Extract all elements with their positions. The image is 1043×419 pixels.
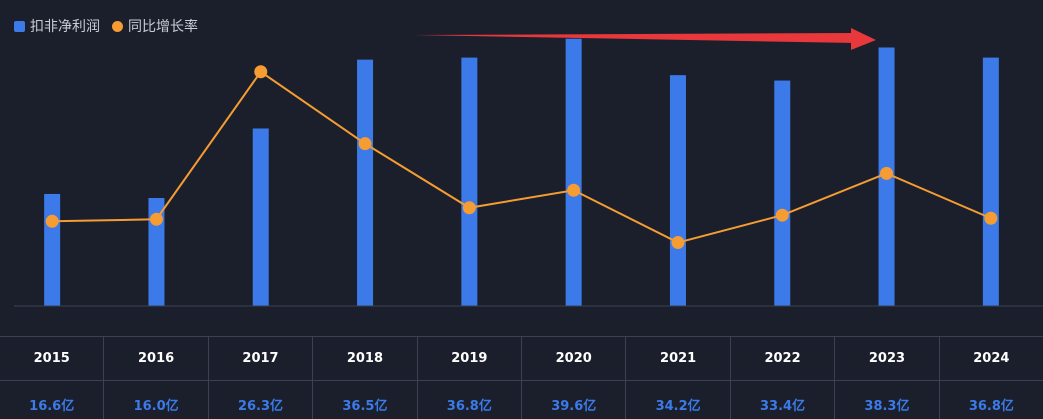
growth-rate-line <box>52 70 992 244</box>
value-cell: 33.4亿 <box>731 381 836 419</box>
legend-line-swatch <box>112 20 123 32</box>
legend-label-growth-rate: 同比增长率 <box>128 19 198 35</box>
growth-point-2021[interactable] <box>671 236 685 250</box>
legend-label-net-profit: 扣非净利润 <box>30 19 100 35</box>
year-cell: 2018 <box>313 337 418 380</box>
trend-arrow-head <box>851 28 876 50</box>
chart-legend: 扣非净利润 同比增长率 <box>14 16 198 36</box>
year-cell: 2019 <box>418 337 523 380</box>
growth-rate-points <box>45 65 998 250</box>
growth-point-2015[interactable] <box>45 214 59 228</box>
year-cell: 2017 <box>209 337 314 380</box>
year-cell: 2021 <box>626 337 731 380</box>
year-cell: 2023 <box>835 337 940 380</box>
bar-2022[interactable] <box>774 80 791 306</box>
value-cell: 16.6亿 <box>0 381 105 419</box>
growth-point-2024[interactable] <box>984 211 998 225</box>
value-cell: 36.5亿 <box>313 381 418 419</box>
bar-2016[interactable] <box>148 198 165 306</box>
bar-2018[interactable] <box>357 59 374 306</box>
legend-bar-swatch <box>14 20 25 32</box>
bar-2019[interactable] <box>461 57 478 306</box>
growth-point-2019[interactable] <box>462 201 476 215</box>
growth-point-2016[interactable] <box>149 212 163 226</box>
legend-item-net-profit[interactable]: 扣非净利润 <box>14 16 100 36</box>
growth-point-2018[interactable] <box>358 137 372 151</box>
data-table: 2015 2016 2017 2018 2019 2020 2021 2022 … <box>0 336 1043 419</box>
year-cell: 2020 <box>522 337 627 380</box>
year-row: 2015 2016 2017 2018 2019 2020 2021 2022 … <box>0 337 1043 381</box>
value-row: 16.6亿 16.0亿 26.3亿 36.5亿 36.8亿 39.6亿 34.2… <box>0 381 1043 419</box>
growth-point-2023[interactable] <box>880 166 894 180</box>
bar-2017[interactable] <box>252 128 269 306</box>
value-cell: 34.2亿 <box>626 381 731 419</box>
value-cell: 39.6亿 <box>522 381 627 419</box>
value-cell: 36.8亿 <box>418 381 523 419</box>
year-cell: 2015 <box>0 337 105 380</box>
value-cell: 36.8亿 <box>968 398 1014 414</box>
bar-2020[interactable] <box>565 38 582 306</box>
value-cell: 26.3亿 <box>209 381 314 419</box>
year-cell: 2022 <box>731 337 836 380</box>
combo-chart <box>14 28 1043 307</box>
year-cell: 2016 <box>104 337 209 380</box>
bar-2015[interactable] <box>44 193 61 306</box>
bar-2021[interactable] <box>669 75 686 307</box>
value-cell: 38.3亿 <box>835 381 940 419</box>
legend-item-growth-rate[interactable]: 同比增长率 <box>112 16 198 36</box>
growth-point-2017[interactable] <box>254 65 268 79</box>
bar-series <box>44 38 999 307</box>
trend-arrow <box>413 28 876 50</box>
growth-point-2020[interactable] <box>567 183 581 197</box>
year-cell: 2024 <box>973 351 1010 366</box>
growth-point-2022[interactable] <box>775 208 789 222</box>
value-cell: 16.0亿 <box>104 381 209 419</box>
bar-2024[interactable] <box>982 57 999 306</box>
trend-arrow-shaft <box>413 33 855 43</box>
